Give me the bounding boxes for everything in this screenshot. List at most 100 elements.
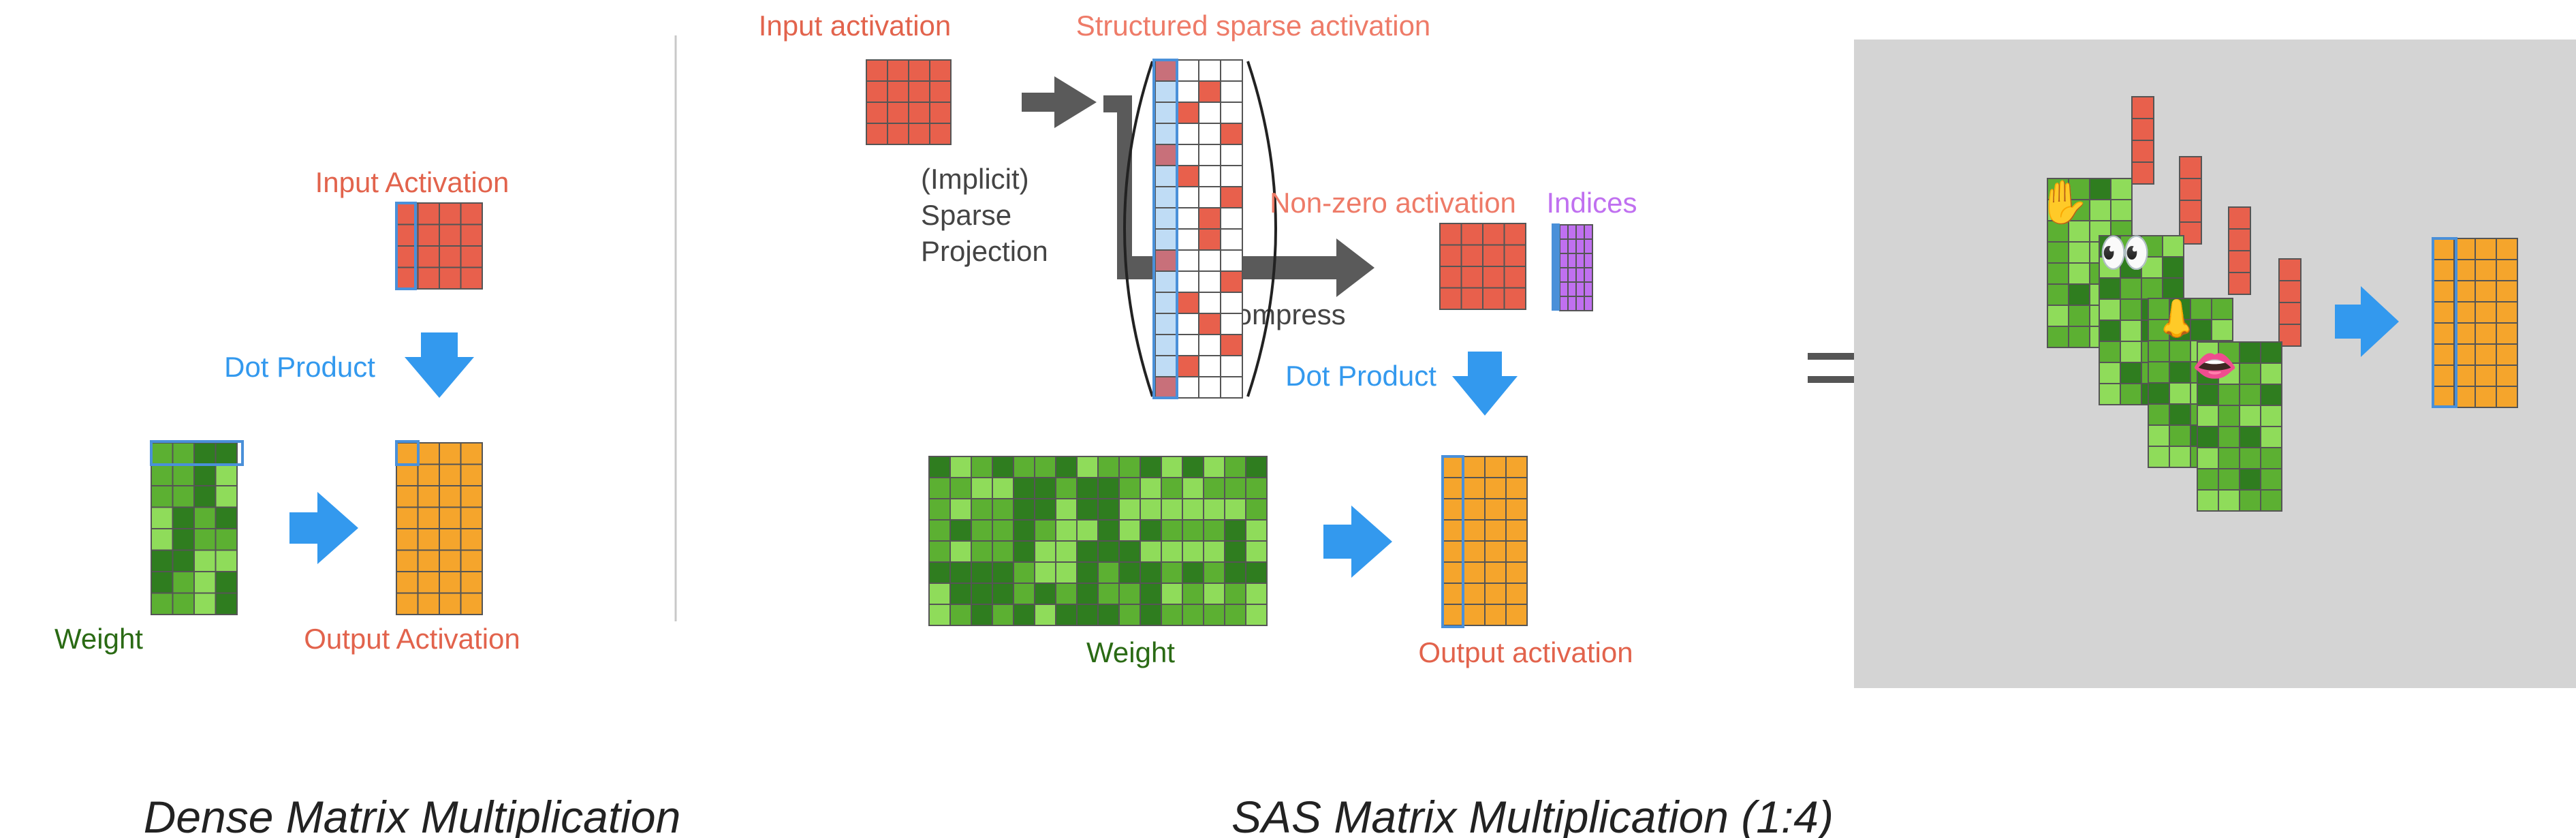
output-cell bbox=[2432, 259, 2455, 281]
weight-cell bbox=[971, 498, 993, 521]
weight-cell bbox=[2047, 305, 2069, 327]
weight-cell bbox=[1161, 477, 1183, 499]
index-cell bbox=[1584, 267, 1593, 283]
sparse-cell bbox=[1155, 123, 1178, 145]
weight-cell bbox=[1055, 477, 1078, 499]
weight-cell bbox=[1203, 519, 1225, 542]
weight-cell bbox=[1034, 561, 1056, 584]
weight-cell bbox=[1245, 604, 1268, 626]
sparse-activation-pieces bbox=[2131, 96, 2302, 347]
sparse-cell bbox=[1176, 123, 1199, 145]
weight-cell bbox=[1182, 456, 1204, 478]
sparse-cell bbox=[1176, 334, 1199, 356]
weight-cell bbox=[215, 549, 238, 572]
weight-cell bbox=[2141, 277, 2163, 300]
weight-cell bbox=[1203, 477, 1225, 499]
weight-cell bbox=[2239, 489, 2261, 512]
dense-weight-highlight bbox=[150, 440, 244, 466]
output-cell bbox=[439, 506, 462, 529]
weight-cell bbox=[2099, 341, 2121, 363]
sparse-cell bbox=[1220, 334, 1243, 356]
weight-cell bbox=[928, 456, 951, 478]
weight-cell bbox=[2099, 320, 2121, 342]
weight-cell bbox=[2197, 447, 2219, 469]
output-cell bbox=[1505, 561, 1528, 584]
index-cell bbox=[1567, 281, 1577, 297]
weight-cell bbox=[215, 592, 238, 615]
nonzero-cell bbox=[1439, 287, 1462, 310]
output-cell bbox=[1484, 456, 1507, 478]
activation-cell bbox=[460, 223, 483, 247]
weight-cell bbox=[949, 519, 972, 542]
panel-right-arrow bbox=[2335, 286, 2399, 357]
weight-cell bbox=[2148, 382, 2170, 405]
weight-cell bbox=[2260, 362, 2282, 385]
weight-cell bbox=[1055, 604, 1078, 626]
weight-cell bbox=[1034, 604, 1056, 626]
weight-cell bbox=[215, 463, 238, 486]
sparse-piece-cell bbox=[2228, 250, 2251, 273]
weight-cell bbox=[1203, 583, 1225, 605]
activation-cell bbox=[908, 123, 930, 145]
nonzero-cell bbox=[1460, 244, 1483, 267]
output-cell bbox=[2496, 280, 2518, 302]
weight-cell bbox=[949, 604, 972, 626]
output-cell bbox=[2496, 301, 2518, 324]
weight-cell bbox=[949, 498, 972, 521]
index-cell bbox=[1559, 253, 1569, 268]
weight-cell bbox=[2099, 256, 2121, 279]
output-cell bbox=[396, 506, 419, 529]
sas-down-arrow bbox=[1452, 352, 1518, 416]
output-cell bbox=[439, 592, 462, 615]
sparse-piece-cell bbox=[2228, 228, 2251, 251]
weight-cell bbox=[1076, 604, 1099, 626]
weight-cell bbox=[1097, 561, 1120, 584]
index-cell bbox=[1567, 253, 1577, 268]
weight-cell bbox=[971, 561, 993, 584]
activation-cell bbox=[439, 202, 462, 226]
sparse-cell bbox=[1220, 165, 1243, 187]
output-cell bbox=[1442, 540, 1464, 563]
weight-cell bbox=[2120, 320, 2142, 342]
weight-cell bbox=[1224, 477, 1246, 499]
weight-cell bbox=[1203, 604, 1225, 626]
dense-weight-grid bbox=[151, 442, 238, 615]
weight-cell bbox=[2120, 362, 2142, 384]
output-cell bbox=[439, 485, 462, 508]
weight-cell bbox=[1097, 540, 1120, 563]
weight-cell bbox=[1224, 583, 1246, 605]
weight-cell bbox=[1076, 519, 1099, 542]
output-cell bbox=[1484, 583, 1507, 605]
weight-cell bbox=[2218, 468, 2240, 491]
weight-cell bbox=[1034, 519, 1056, 542]
sparse-piece-cell bbox=[2131, 96, 2154, 119]
hand-emoji-icon: ✋ bbox=[2037, 178, 2090, 226]
output-cell bbox=[2453, 280, 2476, 302]
weight-cell bbox=[172, 442, 195, 465]
nonzero-cell bbox=[1482, 223, 1505, 246]
weight-cell bbox=[1076, 456, 1099, 478]
nonzero-cell bbox=[1460, 223, 1483, 246]
weight-cell bbox=[992, 498, 1014, 521]
sas-projection-label-line3: Projection bbox=[921, 235, 1048, 267]
output-cell bbox=[2432, 280, 2455, 302]
weight-cell bbox=[2099, 277, 2121, 300]
weight-cell bbox=[1118, 519, 1141, 542]
weight-cell bbox=[1118, 498, 1141, 521]
activation-cell bbox=[866, 102, 888, 124]
indices-highlight bbox=[1552, 223, 1560, 311]
weight-cell bbox=[1097, 498, 1120, 521]
structured-sparse-activation-grid bbox=[1155, 59, 1243, 399]
sas-output-highlight bbox=[1441, 455, 1464, 628]
sas-caption: SAS Matrix Multiplication (1:4) bbox=[1231, 792, 1834, 838]
output-cell bbox=[396, 463, 419, 486]
output-cell bbox=[460, 485, 483, 508]
weight-cell bbox=[949, 540, 972, 563]
index-cell bbox=[1584, 296, 1593, 311]
output-cell bbox=[2496, 238, 2518, 260]
weight-cell bbox=[2068, 326, 2090, 348]
weight-cell bbox=[151, 571, 174, 594]
weight-cell bbox=[1034, 477, 1056, 499]
weight-cell bbox=[971, 519, 993, 542]
index-cell bbox=[1575, 253, 1585, 268]
